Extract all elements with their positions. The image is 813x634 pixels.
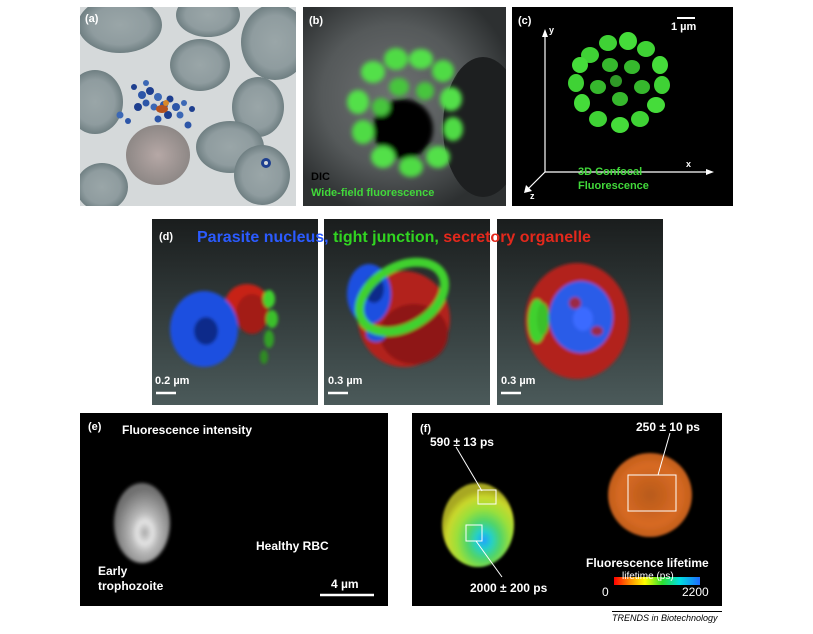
scale-label: 0.3 µm	[501, 375, 536, 387]
panel-label: (f)	[420, 423, 431, 435]
scale-label: 0.3 µm	[328, 375, 363, 387]
axes-3d	[524, 29, 714, 193]
panel-label: (d)	[159, 231, 174, 243]
credit-rule	[612, 611, 722, 612]
panel-b: (b) DIC Wide-field fluorescence	[303, 7, 506, 206]
colorbar-min: 0	[602, 585, 609, 599]
roi-box-2	[465, 524, 483, 542]
scale-label: 1 µm	[671, 21, 697, 33]
panel-c: (c) 1 µm y x z 3D Confocal Fluorescence	[512, 7, 733, 206]
dic-label: DIC	[311, 171, 330, 183]
roi-label-1: 590 ± 13 ps	[430, 435, 494, 449]
colorbar-title: Fluorescence lifetime	[586, 556, 709, 570]
caption-line-2: Fluorescence	[578, 180, 649, 192]
legend-nucleus: Parasite nucleus,	[197, 229, 329, 246]
legend-tight-junction: tight junction,	[333, 229, 439, 246]
scale-label: 0.2 µm	[155, 375, 190, 387]
roi-leader-1	[455, 446, 483, 492]
panel-label: (c)	[518, 15, 532, 27]
healthy-rbc-lifetime-map	[608, 453, 692, 537]
panel-e-image	[114, 483, 374, 597]
panel-d-sub-3: 0.3 µm	[497, 219, 663, 405]
cell-label-line-1: Early	[98, 564, 128, 578]
merozoite-cluster	[568, 32, 670, 133]
panel-d-sub-2: 0.3 µm	[324, 219, 490, 405]
axis-z-label: z	[530, 191, 535, 201]
panel-label: (b)	[309, 15, 324, 27]
rbc-label: Healthy RBC	[256, 539, 329, 553]
panel-a-image	[80, 7, 296, 206]
roi-label-3: 250 ± 10 ps	[636, 420, 700, 434]
colorbar-unit: lifetime (ps)	[622, 571, 674, 582]
colorbar-max: 2200	[682, 585, 709, 599]
parasite-cluster	[116, 80, 195, 129]
journal-credit: TRENDS in Biotechnology	[612, 613, 718, 623]
panel-label: (a)	[85, 13, 99, 25]
panel-c-image	[512, 7, 733, 206]
panel-f-image	[442, 432, 700, 585]
panel-d-sub-1: 0.2 µm	[152, 219, 318, 405]
legend-secretory-organelle: secretory organelle	[443, 229, 591, 246]
axis-x-label: x	[686, 159, 692, 169]
legend: Parasite nucleus, tight junction, secret…	[197, 229, 591, 247]
colorbar	[614, 577, 700, 585]
panel-label: (e)	[88, 421, 102, 433]
roi-leader-3	[657, 432, 671, 476]
panel-a: (a)	[80, 7, 296, 206]
caption-line-1: 3D Confocal	[578, 166, 643, 178]
panel-e-title: Fluorescence intensity	[122, 423, 253, 437]
roi-box-3	[627, 474, 677, 512]
panel-d: 0.2 µm 0.3 µm	[152, 219, 663, 405]
widefield-label: Wide-field fluorescence	[311, 187, 435, 199]
roi-label-2: 2000 ± 200 ps	[470, 581, 548, 595]
panel-f: (f) 590 ± 13 ps 2000 ± 200 ps 250 ± 10 p…	[412, 413, 722, 606]
panel-e: (e) Fluorescence intensity Early trophoz…	[80, 413, 388, 606]
scale-label: 4 µm	[331, 577, 359, 591]
roi-leader-2	[475, 540, 503, 578]
roi-box-1	[477, 489, 497, 505]
cell-label-line-2: trophozoite	[98, 579, 164, 593]
panel-b-image	[303, 7, 506, 206]
axis-y-label: y	[549, 25, 555, 35]
